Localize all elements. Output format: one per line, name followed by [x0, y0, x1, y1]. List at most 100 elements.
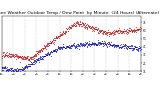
Point	[124, 44, 126, 45]
Point	[71, 45, 74, 46]
Point	[107, 33, 110, 34]
Point	[109, 43, 111, 44]
Point	[41, 50, 44, 51]
Point	[1, 67, 4, 68]
Point	[69, 27, 72, 29]
Point	[135, 31, 137, 32]
Point	[126, 48, 128, 49]
Point	[93, 43, 96, 44]
Point	[88, 26, 90, 27]
Point	[5, 69, 8, 71]
Point	[131, 30, 133, 31]
Point	[35, 60, 38, 62]
Point	[92, 42, 95, 44]
Point	[111, 31, 113, 33]
Point	[48, 53, 50, 55]
Point	[137, 48, 139, 50]
Point	[103, 31, 106, 33]
Point	[81, 44, 84, 45]
Point	[33, 59, 36, 61]
Point	[88, 27, 91, 29]
Point	[24, 56, 26, 58]
Point	[95, 43, 97, 44]
Point	[62, 33, 65, 34]
Point	[122, 30, 124, 31]
Point	[68, 45, 70, 46]
Point	[15, 55, 17, 57]
Point	[50, 41, 53, 43]
Point	[8, 55, 11, 56]
Point	[85, 42, 87, 43]
Point	[137, 28, 140, 30]
Point	[65, 30, 67, 32]
Point	[37, 52, 40, 53]
Point	[12, 54, 15, 55]
Point	[90, 43, 93, 44]
Point	[25, 58, 27, 59]
Point	[48, 53, 50, 55]
Point	[10, 56, 12, 58]
Point	[92, 43, 95, 44]
Point	[39, 50, 41, 51]
Point	[4, 55, 7, 56]
Point	[32, 55, 35, 57]
Point	[139, 49, 141, 50]
Point	[31, 63, 33, 64]
Point	[106, 32, 108, 34]
Point	[40, 56, 42, 57]
Point	[36, 58, 39, 59]
Point	[95, 28, 97, 29]
Point	[43, 55, 45, 56]
Point	[68, 26, 71, 27]
Point	[90, 44, 92, 45]
Point	[68, 46, 70, 47]
Point	[39, 51, 41, 52]
Point	[91, 44, 94, 45]
Point	[107, 43, 110, 44]
Point	[82, 44, 84, 45]
Point	[137, 47, 140, 49]
Point	[102, 31, 105, 32]
Point	[114, 31, 117, 32]
Point	[44, 55, 46, 57]
Point	[95, 29, 98, 31]
Point	[111, 32, 114, 34]
Point	[27, 55, 30, 57]
Point	[68, 47, 71, 48]
Point	[64, 32, 67, 34]
Point	[11, 67, 14, 68]
Point	[72, 45, 75, 46]
Point	[123, 43, 126, 45]
Point	[104, 33, 106, 34]
Point	[66, 28, 68, 29]
Point	[31, 58, 33, 60]
Point	[5, 69, 8, 70]
Point	[103, 43, 106, 44]
Point	[27, 66, 30, 67]
Point	[138, 26, 141, 28]
Point	[47, 55, 50, 56]
Point	[88, 43, 90, 44]
Point	[125, 47, 128, 48]
Point	[26, 66, 28, 67]
Point	[43, 48, 45, 49]
Point	[47, 42, 50, 43]
Point	[16, 56, 18, 57]
Point	[77, 23, 80, 24]
Point	[45, 44, 47, 45]
Point	[92, 26, 94, 28]
Point	[32, 63, 35, 65]
Point	[95, 29, 98, 30]
Point	[89, 44, 92, 45]
Point	[21, 69, 23, 70]
Point	[97, 40, 100, 41]
Point	[86, 42, 89, 43]
Point	[25, 66, 27, 67]
Point	[72, 25, 75, 26]
Point	[65, 27, 68, 29]
Point	[21, 56, 24, 58]
Point	[97, 43, 100, 44]
Point	[57, 49, 60, 50]
Point	[136, 49, 138, 50]
Point	[26, 59, 29, 60]
